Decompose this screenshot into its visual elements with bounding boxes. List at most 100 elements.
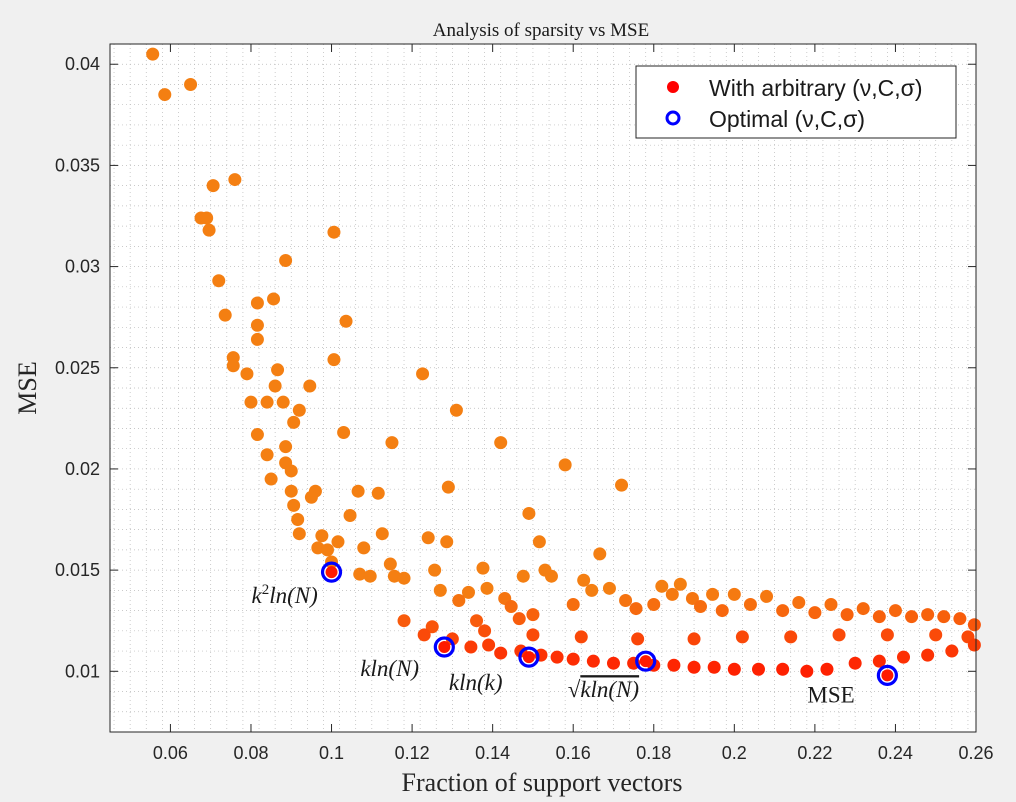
data-point xyxy=(693,600,707,614)
data-point xyxy=(357,541,371,555)
data-point xyxy=(428,563,442,577)
optimal-point-klnN xyxy=(433,636,455,658)
data-point xyxy=(687,660,701,674)
data-point xyxy=(896,650,910,664)
data-point xyxy=(327,353,341,367)
data-point xyxy=(184,77,198,91)
y-tick-label: 0.035 xyxy=(55,155,100,175)
data-point xyxy=(218,308,232,322)
data-point xyxy=(284,464,298,478)
legend-label-optimal: Optimal (ν,C,σ) xyxy=(709,106,865,132)
data-point xyxy=(315,529,329,543)
data-point xyxy=(441,480,455,494)
data-point xyxy=(512,612,526,626)
data-point xyxy=(371,486,385,500)
axes-frame xyxy=(109,43,977,733)
data-point xyxy=(416,367,430,381)
data-point xyxy=(953,612,967,626)
data-point xyxy=(687,632,701,646)
data-point xyxy=(967,638,981,652)
data-point xyxy=(880,628,894,642)
data-points xyxy=(146,47,981,678)
data-point xyxy=(824,598,838,612)
data-point xyxy=(808,606,822,620)
y-axis-ticks: 0.01 0.015 0.02 0.025 0.03 0.035 0.04 xyxy=(55,54,976,681)
data-point xyxy=(478,624,492,638)
data-point xyxy=(872,610,886,624)
data-point xyxy=(250,296,264,310)
data-point xyxy=(526,608,540,622)
data-point xyxy=(522,506,536,520)
data-point xyxy=(593,547,607,561)
data-point xyxy=(727,662,741,676)
data-point xyxy=(284,484,298,498)
data-point xyxy=(260,395,274,409)
data-point xyxy=(544,569,558,583)
data-point xyxy=(888,604,902,618)
data-point xyxy=(449,403,463,417)
data-point xyxy=(351,484,365,498)
optimal-point-klnk xyxy=(518,646,540,668)
data-point xyxy=(200,211,214,225)
data-point xyxy=(206,179,220,193)
x-axis-ticks: 0.06 0.08 0.1 0.12 0.14 0.16 0.18 0.2 0.22 0.24 0.… xyxy=(153,44,994,763)
data-point xyxy=(577,573,591,587)
y-axis-label: MSE xyxy=(13,361,42,414)
data-point xyxy=(353,567,367,581)
legend: With arbitrary (ν,C,σ) Optimal (ν,C,σ) xyxy=(635,65,957,139)
data-point xyxy=(615,478,629,492)
chart-title: Analysis of sparsity vs MSE xyxy=(433,20,649,41)
x-tick-label: 0.1 xyxy=(319,743,344,763)
data-point xyxy=(337,426,351,440)
x-tick-label: 0.26 xyxy=(958,743,993,763)
data-point xyxy=(792,595,806,609)
data-point xyxy=(311,541,325,555)
data-point xyxy=(339,314,353,328)
data-point xyxy=(494,646,508,660)
data-point xyxy=(397,614,411,628)
data-point xyxy=(327,225,341,239)
data-point xyxy=(331,535,345,549)
data-point xyxy=(586,654,600,668)
y-tick-label: 0.01 xyxy=(65,661,100,681)
data-point xyxy=(244,395,258,409)
data-point xyxy=(929,628,943,642)
annotations: k2ln(N) kln(N) kln(k) √kln(N) MSE xyxy=(252,582,855,707)
data-point xyxy=(566,598,580,612)
y-tick-label: 0.025 xyxy=(55,358,100,378)
data-point xyxy=(363,569,377,583)
optimal-point-k2lnN xyxy=(320,561,343,583)
data-point xyxy=(433,583,447,597)
x-tick-label: 0.14 xyxy=(475,743,510,763)
data-point xyxy=(504,600,518,614)
data-point xyxy=(383,557,397,571)
optimal-point-fill xyxy=(325,566,338,579)
data-point xyxy=(602,581,616,595)
data-point xyxy=(743,598,757,612)
data-point xyxy=(706,587,720,601)
data-point xyxy=(287,415,301,429)
data-point xyxy=(840,608,854,622)
data-point xyxy=(480,581,494,595)
x-tick-label: 0.06 xyxy=(153,743,188,763)
y-tick-label: 0.04 xyxy=(65,54,100,74)
data-point xyxy=(292,403,306,417)
y-tick-label: 0.03 xyxy=(65,257,100,277)
data-point xyxy=(146,47,160,61)
data-point xyxy=(276,395,290,409)
data-point xyxy=(228,173,242,187)
optimal-point-sqrtklnN xyxy=(635,650,657,672)
optimal-points xyxy=(320,561,898,686)
data-point xyxy=(606,656,620,670)
data-point xyxy=(735,630,749,644)
data-point xyxy=(303,379,317,393)
data-point xyxy=(800,664,814,678)
data-point xyxy=(685,591,699,605)
data-point xyxy=(532,535,546,549)
annotation-klnk: kln(k) xyxy=(449,670,503,695)
data-point xyxy=(776,604,790,618)
data-point xyxy=(921,608,935,622)
data-point xyxy=(425,620,439,634)
legend-marker-arbitrary xyxy=(667,81,679,93)
data-point xyxy=(574,630,588,644)
